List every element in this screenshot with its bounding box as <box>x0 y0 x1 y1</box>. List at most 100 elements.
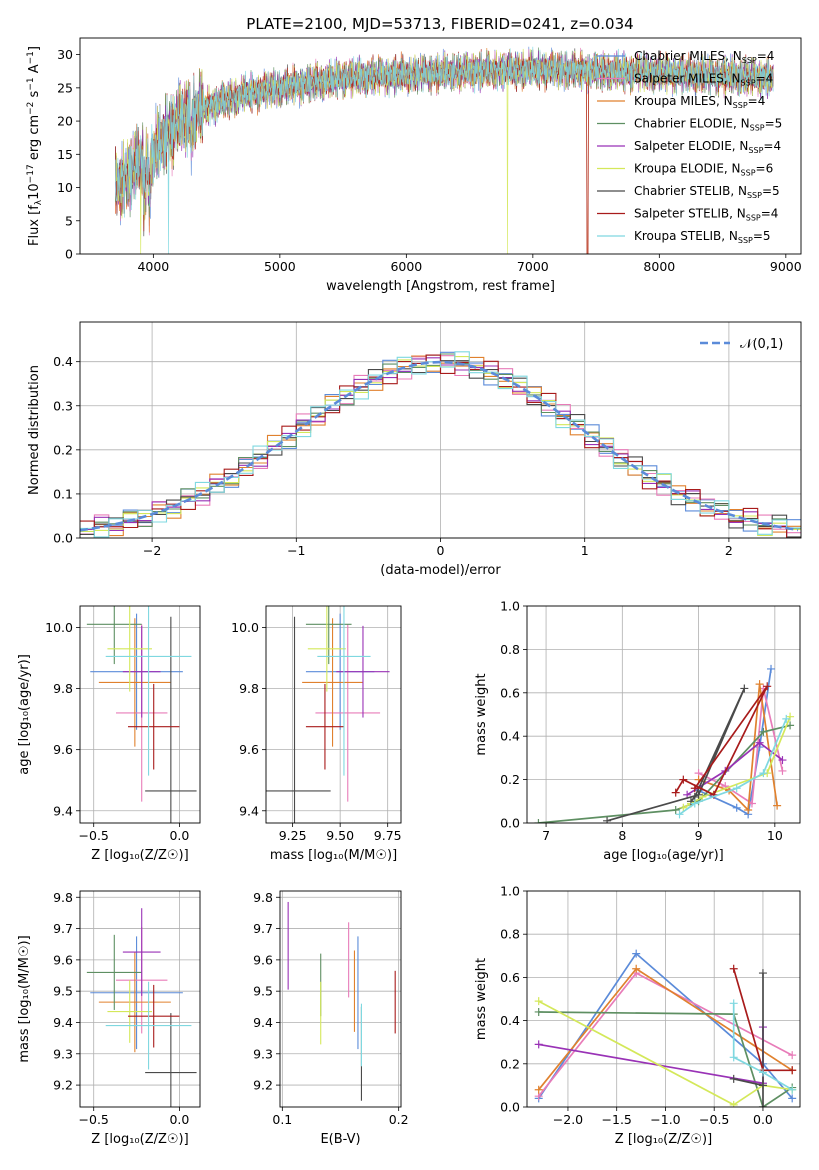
errorbar-point <box>266 616 331 823</box>
errorbar-point <box>107 606 152 692</box>
weight-marker <box>740 684 749 693</box>
x-tick-label: 9.25 <box>279 828 307 843</box>
massweight_vs_age-frame <box>526 605 801 824</box>
x-tick-label: −0.5 <box>699 1112 729 1127</box>
weight-marker <box>788 1066 797 1075</box>
errorbar-point <box>105 606 192 776</box>
weight-marker <box>671 805 680 814</box>
massweight_vs_z-frame <box>526 890 801 1108</box>
y-tick-label: 0.4 <box>500 1013 520 1028</box>
x-tick-label: 0.1 <box>272 1112 292 1127</box>
gaussian-curve <box>80 360 799 532</box>
y-tick-label: 9.2 <box>53 1078 73 1093</box>
y-tick-label: 0.2 <box>500 772 520 787</box>
y-tick-label: 5 <box>65 213 73 228</box>
y-tick-label: 9.3 <box>253 1046 273 1061</box>
weight-marker <box>744 805 753 814</box>
weight-marker <box>786 712 795 721</box>
x-tick-label: 0.0 <box>169 828 189 843</box>
x-tick-label: −1.0 <box>650 1112 680 1127</box>
x-tick-label: −2.0 <box>553 1112 583 1127</box>
weight-marker <box>690 799 699 808</box>
weight-marker <box>534 997 543 1006</box>
spectrum-axes: 4000 5000 6000 7000 8000 9000 0 5 10 15 20 25 30 wave… <box>26 37 802 294</box>
weight-marker <box>755 680 764 689</box>
y-tick-label: 9.6 <box>239 742 259 757</box>
massweight_vs_z-y-axis-label: mass weight <box>474 958 489 1040</box>
weight-marker <box>729 1053 738 1062</box>
errorbar-point <box>122 908 161 996</box>
weight-marker <box>788 1094 797 1103</box>
y-tick-label: 0.2 <box>500 1056 520 1071</box>
weight-series-line <box>538 724 791 823</box>
y-tick-label: 9.2 <box>253 1078 273 1093</box>
weight-marker <box>671 788 680 797</box>
errorbar-point <box>86 934 142 1010</box>
weight-marker <box>632 964 641 973</box>
y-tick-label: 9.4 <box>53 1015 73 1030</box>
weight-marker <box>788 1085 797 1094</box>
errorbar-point <box>90 936 183 1050</box>
mass_vs_z-frame <box>79 890 201 1108</box>
x-tick-label: 2 <box>725 543 733 558</box>
x-tick-label: 0.2 <box>389 1112 409 1127</box>
x-tick-label: −1 <box>287 543 305 558</box>
legend-entry: Chabrier ELODIE, NSSP=5 <box>634 117 782 133</box>
y-tick-label: 9.4 <box>239 803 259 818</box>
legend-entry: Chabrier STELIB, NSSP=5 <box>634 184 780 200</box>
age_vs_z-x-axis-label: Z [log₁₀(Z/Z☉)] <box>91 848 188 863</box>
y-tick-label: 9.8 <box>239 681 259 696</box>
x-tick-label: 6000 <box>390 259 422 274</box>
y-tick-label: 0.0 <box>500 1100 520 1115</box>
errorbar-point <box>105 981 192 1070</box>
x-tick-label: 8 <box>618 828 626 843</box>
x-tick-label: 8000 <box>643 259 675 274</box>
spectrum-plot-area <box>115 46 774 254</box>
massweight_vs_age-axes: 7 8 9 10 0.0 0.2 0.4 0.6 0.8 1.0 age [log₁₀(age/yr… <box>474 599 801 863</box>
age_vs_mass-x-axis-label: mass [log₁₀(M/M☉)] <box>270 848 397 863</box>
errorbar-point <box>336 625 390 718</box>
y-tick-label: 9.5 <box>53 984 73 999</box>
y-tick-label: 1.0 <box>500 884 520 899</box>
x-tick-label: −2 <box>143 543 161 558</box>
x-tick-label: 7 <box>542 828 550 843</box>
weight-marker <box>755 738 764 747</box>
spectrum-legend: Chabrier MILES, NSSP=4 Salpeter MILES, NS… <box>597 49 782 245</box>
x-tick-label: −1.5 <box>602 1112 632 1127</box>
y-tick-label: 10.0 <box>45 620 73 635</box>
weight-marker <box>758 1103 767 1107</box>
figure-title: PLATE=2100, MJD=53713, FIBERID=0241, z=0… <box>246 15 633 33</box>
x-tick-label: 9000 <box>770 259 802 274</box>
errorbar-point <box>315 624 381 802</box>
massweight_vs_z-x-axis-label: Z [log₁₀(Z/Z☉)] <box>615 1132 712 1147</box>
errorbar-point <box>122 625 161 718</box>
errorbar-point <box>128 683 180 770</box>
y-tick-label: 15 <box>57 147 73 162</box>
weight-marker <box>778 766 787 775</box>
histogram-series <box>80 351 801 538</box>
weight-marker <box>758 1081 767 1090</box>
errorbar-point <box>128 984 180 1048</box>
weight-marker <box>767 664 776 673</box>
residual_hist-axes: −2 −1 0 1 2 0.0 0.1 0.2 0.3 0.4 (data-model)/error… <box>27 321 802 578</box>
mass_vs_z-y-axis-label: mass [log₁₀(M/M☉)] <box>17 935 32 1062</box>
x-tick-label: 7000 <box>517 259 549 274</box>
y-tick-label: 9.6 <box>53 952 73 967</box>
mass_vs_ebv-frame <box>279 890 402 1108</box>
weight-marker <box>729 1100 738 1107</box>
y-tick-label: 10 <box>57 180 73 195</box>
errorbar-point <box>107 980 152 1043</box>
mass_vs_z-x-axis-label: Z [log₁₀(Z/Z☉)] <box>91 1132 188 1147</box>
residual_hist-y-axis-label: Normed distribution <box>27 365 42 495</box>
weight-marker <box>729 1074 738 1083</box>
massweight_vs_age-plot-area <box>534 664 795 823</box>
mass_vs_ebv-plot-area <box>287 901 396 1101</box>
weight-marker <box>759 727 768 736</box>
y-tick-label: 1.0 <box>500 599 520 614</box>
y-tick-label: 10.0 <box>231 620 259 635</box>
y-tick-label: 0.4 <box>53 354 73 369</box>
legend-entry: 𝒩(0,1) <box>740 337 783 352</box>
x-tick-label: 1 <box>581 543 589 558</box>
errorbar-point <box>145 1013 197 1107</box>
